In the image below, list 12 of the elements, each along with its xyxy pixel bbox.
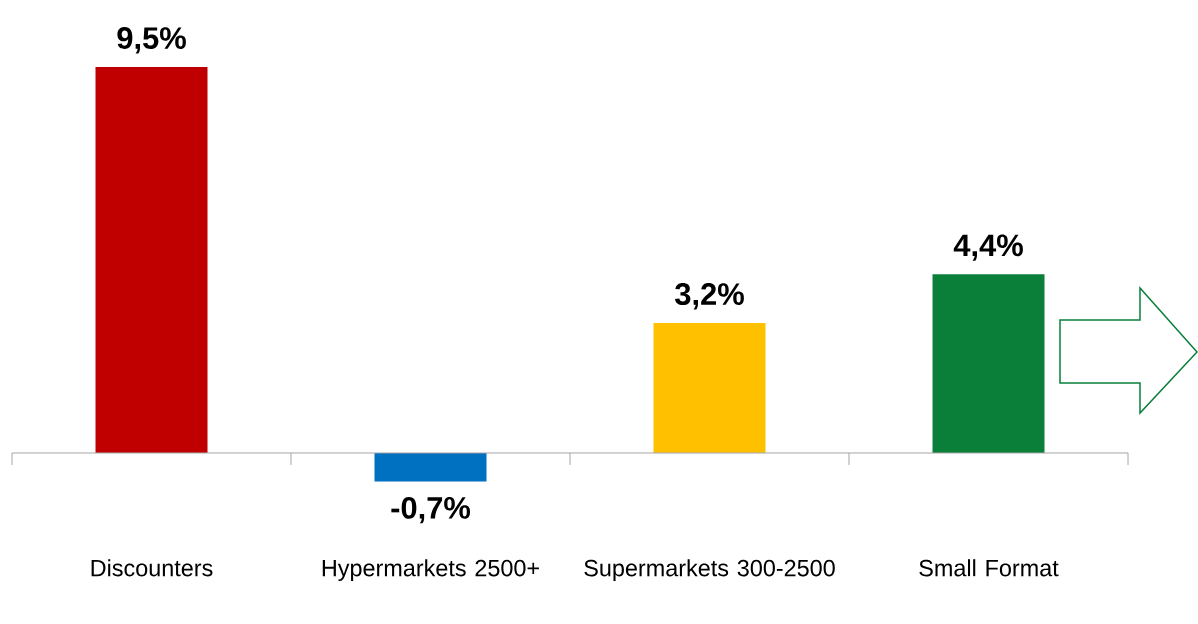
x-tick-label: Supermarkets 300-2500 [584, 559, 835, 582]
data-label: 4,4% [953, 234, 1023, 261]
data-label: 9,5% [117, 27, 186, 54]
bar [653, 322, 766, 453]
bar [932, 274, 1045, 453]
x-tick-label: Small Format [919, 559, 1059, 577]
x-tick-label: Discounters [91, 559, 213, 577]
bar [95, 66, 208, 453]
data-label: 3,2% [675, 283, 744, 310]
data-label: -0,7% [391, 496, 471, 524]
x-tick-label: Hypermarkets 2500+ [322, 559, 539, 582]
bar [374, 452, 487, 482]
